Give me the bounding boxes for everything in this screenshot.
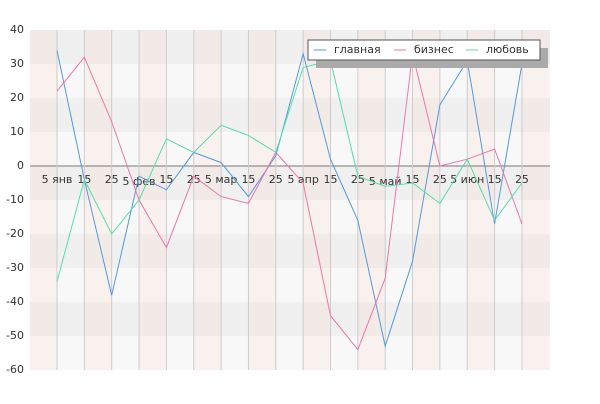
series-line <box>56 50 523 349</box>
y-tick-label: -10 <box>6 193 24 206</box>
x-tick-label: 25 <box>351 173 365 186</box>
x-tick-label: 25 <box>187 173 201 186</box>
x-tick-label: 15 <box>488 173 502 186</box>
y-tick-label: 10 <box>10 125 24 138</box>
y-tick-label: -30 <box>6 261 24 274</box>
column-band <box>303 30 331 370</box>
column-band <box>139 30 167 370</box>
grid-band <box>30 302 550 336</box>
x-tick-label: 15 <box>324 173 338 186</box>
legend-label: главная <box>334 43 381 56</box>
legend-label: бизнес <box>414 43 454 56</box>
series-line <box>56 53 523 351</box>
x-tick-label: 5 фев <box>122 175 155 188</box>
y-tick-label: -40 <box>6 295 24 308</box>
x-tick-label: 5 май <box>369 175 402 188</box>
y-tick-label: 30 <box>10 57 24 70</box>
y-tick-label: 20 <box>10 91 24 104</box>
column-band <box>357 30 386 370</box>
x-tick-label: 25 <box>269 173 283 186</box>
x-tick-label: 15 <box>241 173 255 186</box>
y-tick-label: -50 <box>6 329 24 342</box>
column-band <box>193 30 222 370</box>
legend-label: любовь <box>486 43 529 56</box>
x-tick-label: 15 <box>159 173 173 186</box>
grid-band <box>30 166 550 200</box>
column-band <box>248 30 276 370</box>
column-band <box>521 30 550 370</box>
legend-box <box>307 39 541 61</box>
y-tick-label: 40 <box>10 23 24 36</box>
column-band <box>84 30 112 370</box>
grid-band <box>30 64 550 98</box>
grid-band <box>30 234 550 268</box>
x-tick-label: 15 <box>406 173 420 186</box>
series-line <box>56 59 523 282</box>
y-tick-label: 0 <box>17 159 24 172</box>
y-tick-label: -60 <box>6 363 24 376</box>
column-band <box>30 30 57 370</box>
x-tick-label: 25 <box>515 173 529 186</box>
x-tick-label: 5 янв <box>42 173 73 186</box>
x-tick-label: 25 <box>105 173 119 186</box>
grid-band <box>30 336 550 370</box>
x-tick-label: 5 мар <box>205 173 238 186</box>
x-tick-label: 25 <box>433 173 447 186</box>
x-tick-label: 5 апр <box>287 173 318 186</box>
x-tick-label: 5 июн <box>450 173 484 186</box>
y-tick-label: -20 <box>6 227 24 240</box>
